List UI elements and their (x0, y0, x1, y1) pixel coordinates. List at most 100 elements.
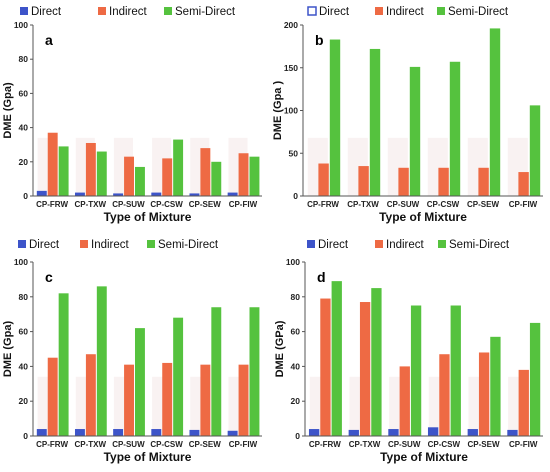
panel-b-bar-semi-direct-cp-csw (449, 61, 461, 196)
panel-a-y-tick-label: 100 (14, 20, 28, 30)
panel-c-y-axis-title: DME (Gpa) (2, 321, 14, 378)
panel-a-y-axis-title: DME (Gpa) (2, 82, 14, 139)
panel-d-bar-semi-direct-cp-sew (490, 336, 501, 436)
panel-a-y-tick-label: 20 (19, 157, 29, 167)
panel-c-bar-direct-cp-csw (151, 429, 162, 436)
panel-c-legend-marker-1 (80, 240, 88, 248)
panel-b-x-tick-label: CP-CSW (427, 200, 460, 209)
panel-a-bar-direct-cp-txw (74, 192, 85, 196)
panel-d-x-tick-label: CP-SEW (468, 440, 500, 449)
panel-c-bar-indirect-cp-csw (162, 362, 173, 436)
panel-c-bar-direct-cp-frw (36, 429, 47, 436)
panel-a-bar-direct-cp-sew (189, 193, 200, 196)
panel-b-legend-label: Direct (319, 6, 350, 18)
panel-d-x-tick-label: CP-FIW (509, 440, 538, 449)
panel-c-bar-indirect-cp-fiw (238, 364, 249, 436)
panel-a-bar-direct-cp-suw (113, 193, 124, 196)
panel-d-y-tick-label: 100 (286, 257, 300, 267)
panel-d-bar-indirect-cp-txw (359, 302, 371, 436)
panel-d-legend-label: Direct (318, 239, 349, 251)
panel-a-y-tick-label: 0 (23, 191, 28, 201)
panel-c-bar-indirect-cp-txw (85, 354, 96, 436)
panel-c-bar-direct-cp-fiw (227, 430, 238, 436)
panel-d-bar-direct-cp-fiw (507, 429, 518, 436)
panel-b-bar-semi-direct-cp-fiw (529, 105, 541, 196)
panel-a-bar-direct-cp-fiw (227, 192, 238, 196)
panel-c-x-axis-title: Type of Mixture (104, 450, 192, 464)
panel-d-y-tick-label: 40 (291, 361, 301, 371)
panel-b-bar-semi-direct-cp-suw (409, 66, 421, 197)
panel-b-letter: b (315, 32, 324, 48)
panel-c-x-tick-label: CP-FRW (36, 440, 68, 449)
panel-a-legend-marker-0 (20, 7, 28, 15)
panel-b-x-tick-label: CP-FIW (509, 200, 538, 209)
panel-d-y-tick-label: 20 (291, 396, 301, 406)
panel-a-bar-semi-direct-cp-csw (173, 139, 184, 196)
panel-c-x-tick-label: CP-SUW (112, 440, 145, 449)
panel-d-x-tick-label: CP-CSW (428, 440, 461, 449)
panel-d-bar-indirect-cp-fiw (518, 369, 529, 436)
panel-d-letter: d (317, 269, 326, 285)
panel-b-bar-indirect-cp-sew (478, 167, 489, 196)
panel-c-y-tick-label: 60 (19, 327, 29, 337)
panel-d-bar-direct-cp-csw (427, 427, 439, 436)
panel-a-x-tick-label: CP-FIW (229, 200, 258, 209)
panel-b-y-tick-label: 0 (293, 191, 298, 201)
panel-a-x-tick-label: CP-TXW (74, 200, 106, 209)
panel-c-legend-label: Semi-Direct (158, 239, 219, 251)
panel-c-bar-indirect-cp-sew (200, 364, 211, 436)
panel-b-y-tick-label: 200 (284, 20, 298, 30)
panel-b-legend-label: Indirect (386, 6, 425, 18)
panel-a-x-tick-label: CP-SUW (112, 200, 145, 209)
panel-b-y-tick-label: 100 (284, 106, 298, 116)
panel-a-bar-semi-direct-cp-fiw (249, 156, 260, 196)
panel-d-x-tick-label: CP-TXW (349, 440, 381, 449)
panel-b-y-tick-label: 50 (289, 148, 299, 158)
panel-c-bar-semi-direct-cp-csw (173, 317, 184, 436)
panel-a-bar-indirect-cp-suw (124, 156, 134, 196)
panel-d-x-tick-label: CP-FRW (309, 440, 341, 449)
panel-c-bar-semi-direct-cp-sew (211, 307, 222, 436)
panel-b-legend-marker-1 (375, 7, 383, 15)
panel-c-bar-semi-direct-cp-txw (96, 286, 107, 436)
panel-d-y-tick-label: 60 (291, 327, 301, 337)
panel-c-bar-semi-direct-cp-frw (58, 293, 69, 436)
panel-a-bar-indirect-cp-sew (200, 148, 211, 196)
panel-d-y-tick-label: 80 (291, 292, 301, 302)
panel-d-legend-label: Semi-Direct (449, 239, 510, 251)
panel-a-legend-label: Direct (31, 6, 62, 18)
panel-c-bar-semi-direct-cp-suw (134, 328, 145, 436)
panel-b-y-tick-label: 150 (284, 63, 298, 73)
panel-d-bar-indirect-cp-sew (478, 352, 490, 436)
panel-d-bar-semi-direct-cp-fiw (529, 322, 541, 436)
panel-c-letter: c (45, 269, 53, 285)
panel-a-bar-semi-direct-cp-suw (134, 166, 145, 196)
panel-a-bar-semi-direct-cp-txw (96, 151, 107, 196)
panel-d-y-tick-label: 0 (295, 431, 300, 441)
panel-b-legend-label: Semi-Direct (448, 6, 509, 18)
panel-a-y-tick-label: 40 (19, 123, 29, 133)
panel-d-bar-semi-direct-cp-suw (410, 305, 422, 436)
panel-a-legend-marker-2 (164, 7, 172, 15)
panel-b-bar-indirect-cp-frw (318, 163, 329, 196)
panel-d-bar-indirect-cp-suw (399, 366, 410, 436)
panel-a-legend-label: Indirect (109, 6, 148, 18)
panel-a-y-tick-label: 60 (19, 88, 29, 98)
panel-a-bar-indirect-cp-fiw (238, 153, 249, 196)
panel-d-bar-semi-direct-cp-csw (450, 305, 461, 436)
panel-b-legend-marker-direct (307, 6, 317, 16)
panel-a-bar-indirect-cp-frw (47, 132, 58, 196)
panel-b-x-tick-label: CP-SUW (387, 200, 420, 209)
panel-a-bar-semi-direct-cp-frw (58, 146, 69, 196)
panel-c-bar-semi-direct-cp-fiw (249, 307, 260, 436)
panel-b-x-axis-title: Type of Mixture (379, 210, 467, 224)
panel-a-bar-direct-cp-csw (151, 192, 162, 196)
panel-b-bar-semi-direct-cp-txw (369, 48, 381, 196)
panel-c-legend-label: Indirect (91, 239, 130, 251)
panel-a-bar-indirect-cp-txw (85, 142, 96, 196)
panel-d-legend-marker-2 (438, 240, 446, 248)
panel-d-bar-direct-cp-frw (308, 429, 320, 436)
panel-c-bar-direct-cp-sew (189, 429, 200, 436)
panel-c-y-tick-label: 0 (23, 431, 28, 441)
